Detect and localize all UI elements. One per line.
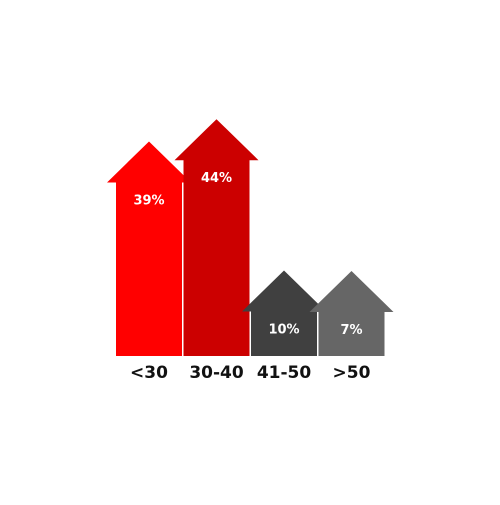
category-label-1: <30 bbox=[130, 363, 168, 383]
category-label-3: 41-50 bbox=[257, 363, 312, 383]
category-labels-layer: <30 30-40 41-50 >50 bbox=[130, 363, 371, 383]
value-labels-layer: 39% 44% 10% 7% bbox=[133, 171, 362, 338]
value-label-1: 39% bbox=[133, 193, 164, 208]
value-label-2: 44% bbox=[201, 171, 232, 186]
value-label-3: 10% bbox=[268, 323, 299, 338]
category-label-4: >50 bbox=[333, 363, 371, 383]
value-label-4: 7% bbox=[340, 323, 362, 338]
arrow-bar-2 bbox=[174, 119, 259, 356]
arrow-bar-1 bbox=[107, 141, 191, 356]
arrow-bar-3 bbox=[242, 270, 326, 356]
bars-layer bbox=[107, 119, 394, 356]
category-label-2: 30-40 bbox=[189, 363, 244, 383]
arrow-bar-4 bbox=[309, 271, 394, 356]
